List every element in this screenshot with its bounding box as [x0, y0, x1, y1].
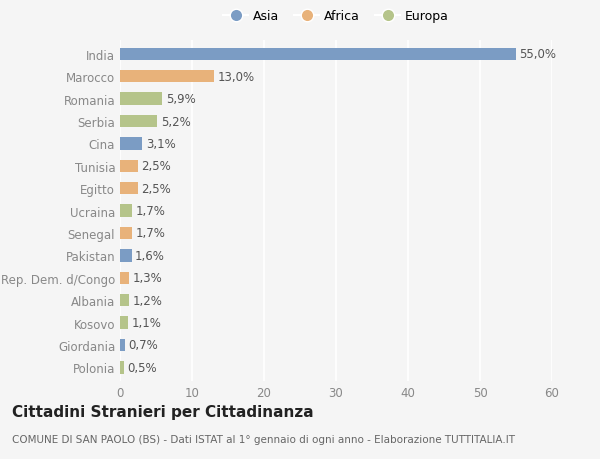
- Bar: [120, 49, 516, 61]
- Text: 1,7%: 1,7%: [136, 205, 166, 218]
- Bar: [120, 361, 124, 374]
- Bar: [120, 93, 163, 106]
- Text: 1,6%: 1,6%: [135, 249, 165, 262]
- Text: 1,1%: 1,1%: [131, 316, 161, 330]
- Text: 13,0%: 13,0%: [217, 71, 254, 84]
- Text: 55,0%: 55,0%: [520, 48, 557, 61]
- Text: 5,9%: 5,9%: [166, 93, 196, 106]
- Bar: [120, 339, 125, 351]
- Bar: [120, 116, 157, 128]
- Text: 0,7%: 0,7%: [128, 339, 158, 352]
- Text: 2,5%: 2,5%: [142, 182, 172, 195]
- Text: 1,7%: 1,7%: [136, 227, 166, 240]
- Bar: [120, 272, 130, 284]
- Text: 0,5%: 0,5%: [127, 361, 157, 374]
- Bar: [120, 317, 128, 329]
- Bar: [120, 205, 132, 217]
- Text: 3,1%: 3,1%: [146, 138, 176, 151]
- Text: 1,3%: 1,3%: [133, 272, 163, 285]
- Bar: [120, 250, 131, 262]
- Text: 2,5%: 2,5%: [142, 160, 172, 173]
- Bar: [120, 71, 214, 83]
- Bar: [120, 138, 142, 150]
- Text: COMUNE DI SAN PAOLO (BS) - Dati ISTAT al 1° gennaio di ogni anno - Elaborazione : COMUNE DI SAN PAOLO (BS) - Dati ISTAT al…: [12, 434, 515, 444]
- Legend: Asia, Africa, Europa: Asia, Africa, Europa: [218, 6, 454, 28]
- Bar: [120, 183, 138, 195]
- Bar: [120, 227, 132, 240]
- Bar: [120, 160, 138, 173]
- Text: 5,2%: 5,2%: [161, 115, 191, 128]
- Bar: [120, 294, 128, 307]
- Text: Cittadini Stranieri per Cittadinanza: Cittadini Stranieri per Cittadinanza: [12, 404, 314, 419]
- Text: 1,2%: 1,2%: [132, 294, 162, 307]
